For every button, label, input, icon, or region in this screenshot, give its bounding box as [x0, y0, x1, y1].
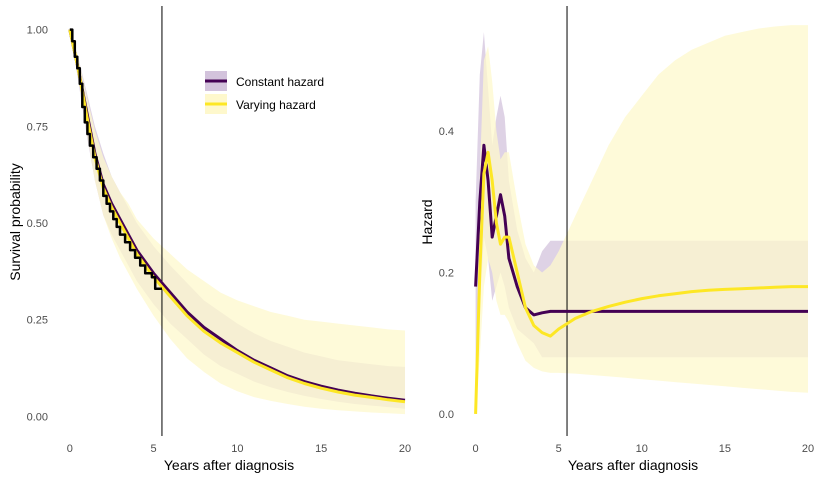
y-tick-label: 0.2	[439, 267, 454, 279]
hazard-x-axis-title: Years after diagnosis	[568, 457, 698, 473]
legend-label-constant: Constant hazard	[236, 75, 324, 89]
varying-line	[474, 150, 808, 414]
hazard-x-tick-labels: 0 5 10 15 20	[473, 443, 815, 455]
x-tick-label: 20	[802, 443, 814, 455]
hazard-y-tick-labels: 0.0 0.2 0.4	[439, 126, 454, 421]
y-tick-label: 0.4	[439, 126, 454, 138]
x-tick-label: 20	[399, 443, 411, 455]
survival-panel: 0 5 10 15 20 0.00 0.25 0.50 0.75 1.00 Years afte…	[7, 6, 411, 473]
x-tick-label: 15	[315, 443, 327, 455]
survival-y-tick-labels: 0.00 0.25 0.50 0.75 1.00	[27, 25, 48, 424]
y-tick-label: 0.25	[27, 315, 48, 327]
y-tick-label: 0.75	[27, 121, 48, 133]
hazard-confidence-bands	[475, 25, 808, 414]
survival-x-axis-title: Years after diagnosis	[164, 457, 294, 473]
hazard-y-axis-title: Hazard	[419, 199, 435, 244]
y-tick-label: 0.00	[27, 411, 48, 423]
legend: Constant hazard Varying hazard	[205, 71, 324, 114]
x-tick-label: 10	[636, 443, 648, 455]
y-tick-label: 0.50	[27, 218, 48, 230]
x-tick-label: 10	[231, 443, 243, 455]
survival-curves	[68, 28, 406, 404]
hazard-panel: 0 5 10 15 20 0.0 0.2 0.4 Years after diagnosis…	[419, 6, 814, 473]
x-tick-label: 5	[556, 443, 562, 455]
survival-x-tick-labels: 0 5 10 15 20	[67, 443, 411, 455]
survival-confidence-bands	[69, 29, 406, 415]
kaplan-meier-line	[69, 28, 162, 291]
y-tick-label: 1.00	[27, 25, 48, 37]
x-tick-label: 0	[67, 443, 73, 455]
x-tick-label: 0	[473, 443, 479, 455]
legend-label-varying: Varying hazard	[236, 98, 316, 112]
x-tick-label: 5	[151, 443, 157, 455]
y-tick-label: 0.0	[439, 409, 454, 421]
varying-confidence-band	[475, 25, 808, 414]
survival-y-axis-title: Survival probability	[7, 163, 23, 281]
x-tick-label: 15	[719, 443, 731, 455]
hazard-curves	[474, 143, 808, 414]
varying-confidence-band	[69, 29, 406, 415]
